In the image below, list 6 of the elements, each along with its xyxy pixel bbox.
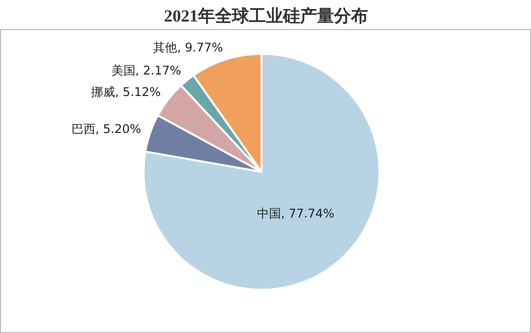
slice-label: 中国, 77.74%	[256, 206, 334, 220]
slice-label: 其他, 9.77%	[153, 40, 223, 54]
chart-title: 2021年全球工业硅产量分布	[164, 6, 368, 26]
slice-label: 巴西, 5.20%	[71, 122, 142, 136]
slice-label: 挪威, 5.12%	[91, 84, 161, 99]
slice-label: 美国, 2.17%	[111, 64, 182, 78]
